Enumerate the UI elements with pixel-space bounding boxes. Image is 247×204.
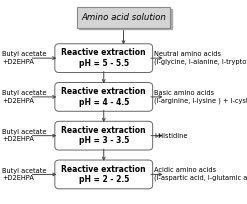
Text: Butyl acetate
+D2EHPA: Butyl acetate +D2EHPA [2, 168, 47, 181]
Text: Butyl acetate
+D2EHPA: Butyl acetate +D2EHPA [2, 90, 47, 104]
Text: Butyl acetate
+D2EHPA: Butyl acetate +D2EHPA [2, 129, 47, 142]
Text: Butyl acetate
+D2EHPA: Butyl acetate +D2EHPA [2, 51, 47, 65]
FancyBboxPatch shape [55, 44, 153, 73]
FancyBboxPatch shape [79, 9, 172, 29]
Text: Neutral amino acids
(l-glycine, l-alanine, l-tryptophan): Neutral amino acids (l-glycine, l-alanin… [154, 51, 247, 65]
Text: Reactive extraction
pH = 5 - 5.5: Reactive extraction pH = 5 - 5.5 [62, 48, 146, 68]
Text: Reactive extraction
pH = 4 - 4.5: Reactive extraction pH = 4 - 4.5 [62, 87, 146, 107]
FancyBboxPatch shape [55, 121, 153, 150]
FancyBboxPatch shape [77, 7, 170, 28]
FancyBboxPatch shape [55, 82, 153, 111]
Text: Amino acid solution: Amino acid solution [81, 13, 166, 22]
FancyBboxPatch shape [55, 160, 153, 189]
Text: Reactive extraction
pH = 2 - 2.5: Reactive extraction pH = 2 - 2.5 [62, 165, 146, 184]
Text: Reactive extraction
pH = 3 - 3.5: Reactive extraction pH = 3 - 3.5 [62, 126, 146, 145]
Text: Acidic amino acids
(l-aspartic acid, l-glutamic acid): Acidic amino acids (l-aspartic acid, l-g… [154, 167, 247, 181]
Text: Basic amino acids
(l-arginine, l-lysine ) + l-cystein: Basic amino acids (l-arginine, l-lysine … [154, 90, 247, 104]
Text: l-Histidine: l-Histidine [154, 133, 188, 139]
